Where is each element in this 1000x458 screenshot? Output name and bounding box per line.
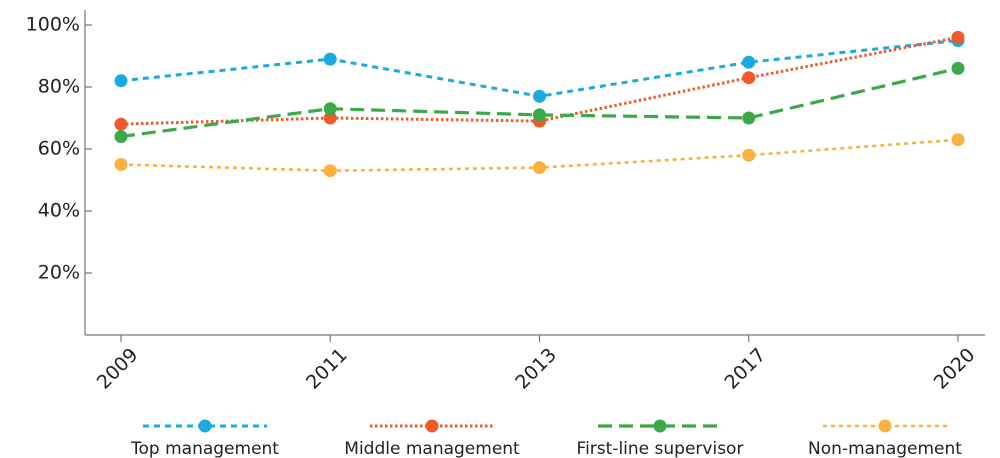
y-tick-label: 100% — [26, 14, 80, 36]
data-point — [742, 111, 756, 125]
data-point — [742, 148, 756, 162]
legend-marker — [425, 419, 439, 433]
data-point — [533, 161, 546, 175]
y-tick-label: 60% — [38, 138, 80, 160]
data-point — [951, 30, 965, 44]
data-point — [323, 52, 337, 66]
x-tick-label: 2017 — [720, 344, 770, 394]
data-point — [951, 61, 965, 75]
legend-label: First-line supervisor — [577, 439, 744, 458]
legend-label: Non-management — [808, 439, 962, 458]
series-line — [120, 39, 959, 98]
data-point — [323, 102, 337, 116]
y-tick-label: 80% — [38, 76, 80, 98]
data-point — [114, 74, 128, 88]
data-point — [742, 55, 756, 69]
data-point — [533, 89, 546, 103]
x-tick-label: 2013 — [511, 344, 561, 394]
data-point — [323, 164, 337, 178]
legend-label: Top management — [130, 439, 279, 458]
data-point — [742, 71, 756, 85]
legend-marker — [198, 419, 212, 433]
legend-marker — [653, 419, 667, 433]
legend-marker — [878, 419, 892, 433]
y-tick-label: 20% — [38, 262, 80, 284]
x-tick-label: 2009 — [93, 344, 143, 394]
data-point — [951, 133, 965, 147]
data-point — [114, 117, 128, 131]
legend-label: Middle management — [344, 439, 520, 458]
y-tick-label: 40% — [38, 200, 80, 222]
x-tick-label: 2011 — [302, 344, 352, 394]
data-point — [323, 111, 337, 125]
data-point — [114, 130, 128, 144]
data-point — [114, 158, 128, 171]
x-tick-label: 2020 — [930, 344, 980, 394]
data-point — [533, 108, 546, 122]
